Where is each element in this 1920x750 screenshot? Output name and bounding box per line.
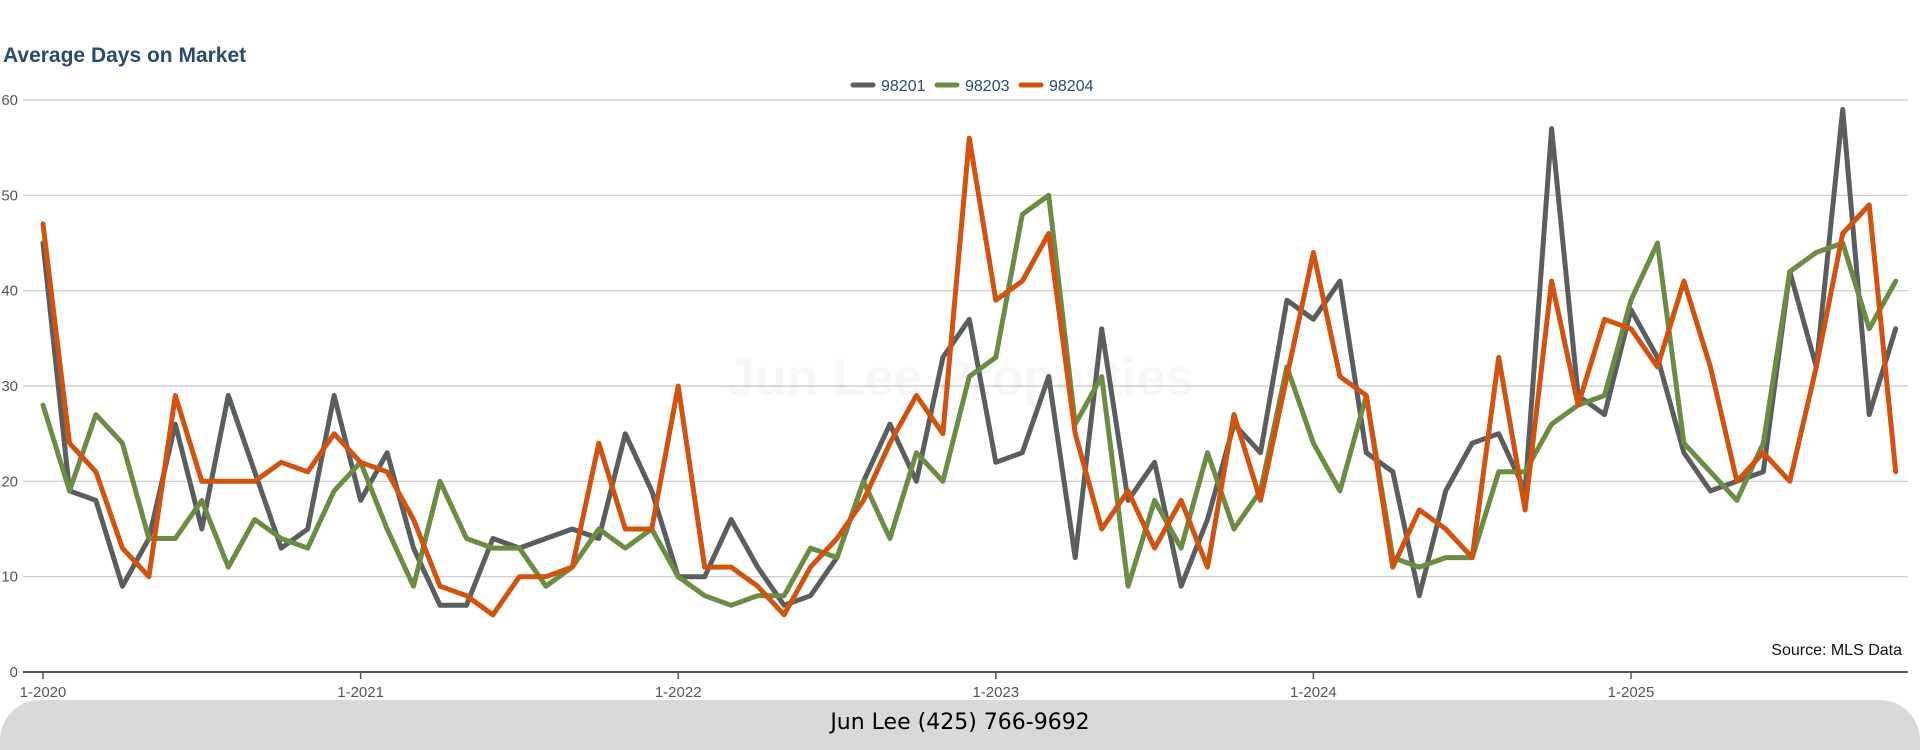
legend-item-98203: 98203	[934, 78, 1010, 95]
y-tick-label: 50	[1, 187, 18, 204]
y-tick-label: 10	[1, 569, 18, 586]
axes: 0 10 20 30 40 50 60 1-2020 1-2021 1-2022 1-2023 1-2…	[1, 92, 1908, 700]
y-tick-label: 60	[1, 92, 18, 109]
chart-title: Average Days on Market	[3, 44, 247, 67]
legend-label: 98201	[881, 78, 926, 95]
series-98203	[40, 192, 1899, 608]
watermark: Jun Lee Properties	[726, 349, 1194, 407]
x-tick-label: 1-2021	[337, 684, 384, 700]
y-tick-label: 30	[1, 378, 18, 395]
legend-item-98201: 98201	[850, 78, 926, 95]
y-tick-label: 20	[1, 473, 18, 490]
legend-item-98204: 98204	[1018, 78, 1094, 95]
legend-label: 98203	[965, 78, 1010, 95]
chart-area: Jun Lee Properties 0 10 20 30 40 50 60 1-2020 1-…	[1, 78, 1908, 700]
series-line-98204	[40, 135, 1899, 618]
legend-label: 98204	[1049, 78, 1094, 95]
series-line-98203	[40, 192, 1899, 608]
source-note: Source: MLS Data	[1771, 642, 1902, 659]
y-tick-label: 40	[1, 283, 18, 300]
x-tick-label: 1-2020	[20, 684, 67, 700]
legend: 98201 98203 98204	[850, 78, 1094, 95]
x-tick-label: 1-2023	[972, 684, 1019, 700]
y-tick-label: 0	[10, 664, 18, 681]
series-98204	[40, 135, 1899, 618]
x-tick-label: 1-2022	[655, 684, 702, 700]
series-lines	[40, 107, 1899, 618]
footer-contact: Jun Lee (425) 766-9692	[830, 709, 1090, 735]
footer-bar: Jun Lee (425) 766-9692	[0, 700, 1920, 750]
x-tick-label: 1-2025	[1608, 684, 1655, 700]
x-tick-label: 1-2024	[1290, 684, 1337, 700]
